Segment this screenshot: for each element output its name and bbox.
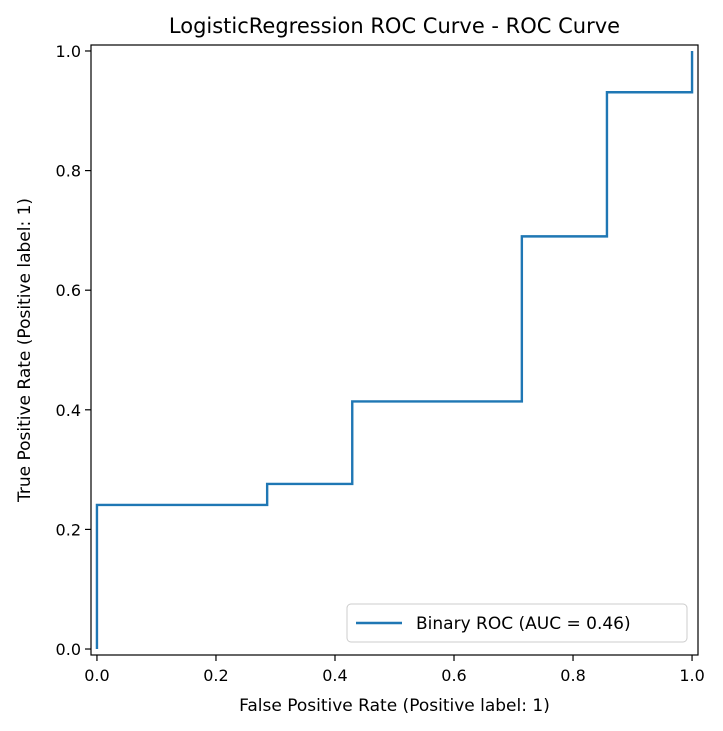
y-tick-label: 0.6 <box>56 281 81 300</box>
x-axis: 0.0 0.2 0.4 0.6 0.8 1.0 <box>84 655 705 685</box>
x-tick-label: 0.0 <box>84 666 109 685</box>
plot-area <box>90 44 699 656</box>
y-axis: 0.0 0.2 0.4 0.6 0.8 1.0 <box>56 42 91 659</box>
y-tick-label: 0.8 <box>56 162 81 181</box>
x-axis-label: False Positive Rate (Positive label: 1) <box>239 696 550 716</box>
y-axis-label: True Positive Rate (Positive label: 1) <box>15 198 35 503</box>
x-tick-label: 0.2 <box>203 666 228 685</box>
series-layer <box>95 50 694 650</box>
y-tick-label: 0.0 <box>56 640 81 659</box>
x-tick-label: 1.0 <box>679 666 704 685</box>
chart-title: LogisticRegression ROC Curve - ROC Curve <box>169 14 620 38</box>
legend: Binary ROC (AUC = 0.46) <box>346 603 688 643</box>
y-tick-label: 0.4 <box>56 401 81 420</box>
axes-frame <box>90 44 699 656</box>
legend-label-binary-roc: Binary ROC (AUC = 0.46) <box>416 614 631 634</box>
x-tick-label: 0.6 <box>441 666 466 685</box>
y-tick-label: 0.2 <box>56 520 81 539</box>
y-tick-label: 1.0 <box>56 42 81 61</box>
roc-curve-line <box>95 50 694 650</box>
legend-box <box>346 603 688 643</box>
x-tick-label: 0.4 <box>322 666 347 685</box>
x-tick-label: 0.8 <box>560 666 585 685</box>
